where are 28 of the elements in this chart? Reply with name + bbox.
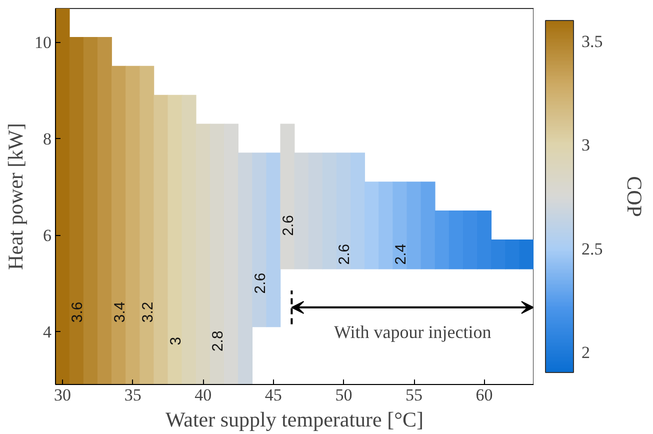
- annotation: 2.6: [336, 244, 354, 265]
- x-tick-label: 50: [335, 386, 352, 404]
- annotation: 2.6: [252, 272, 269, 294]
- x-axis-title: Water supply temperature [°C]: [165, 408, 424, 432]
- x-tick-label: 55: [406, 386, 422, 404]
- x-tick-label: 30: [54, 386, 72, 404]
- x-tick-label: 35: [124, 386, 142, 404]
- color-bar-label: 2.5: [582, 239, 603, 258]
- y-tick-label: 4: [43, 322, 52, 342]
- annotation: 3.6: [69, 302, 86, 323]
- x-tick-label: 60: [476, 386, 493, 404]
- color-bar-label: 2: [582, 342, 590, 362]
- color-bar-label: 3.5: [582, 32, 603, 52]
- color-bar-label: 3: [582, 136, 590, 155]
- y-axis-title: Heat power [kW]: [4, 123, 28, 270]
- annotation: 3.4: [111, 302, 128, 323]
- color-bar-title: COP: [622, 176, 646, 217]
- annotation: 2.4: [392, 244, 410, 265]
- x-tick-label: 40: [194, 386, 212, 404]
- annotation: 2.6: [280, 214, 297, 236]
- annotation: With vapour injection: [334, 322, 492, 342]
- annotation: 3: [168, 336, 184, 346]
- y-tick-label: 8: [43, 130, 52, 149]
- y-tick-label: 10: [34, 33, 52, 52]
- annotation: 3.2: [139, 302, 156, 323]
- y-tick-label: 6: [43, 226, 52, 246]
- x-tick-label: 45: [264, 386, 282, 404]
- annotation: 2.8: [210, 330, 227, 352]
